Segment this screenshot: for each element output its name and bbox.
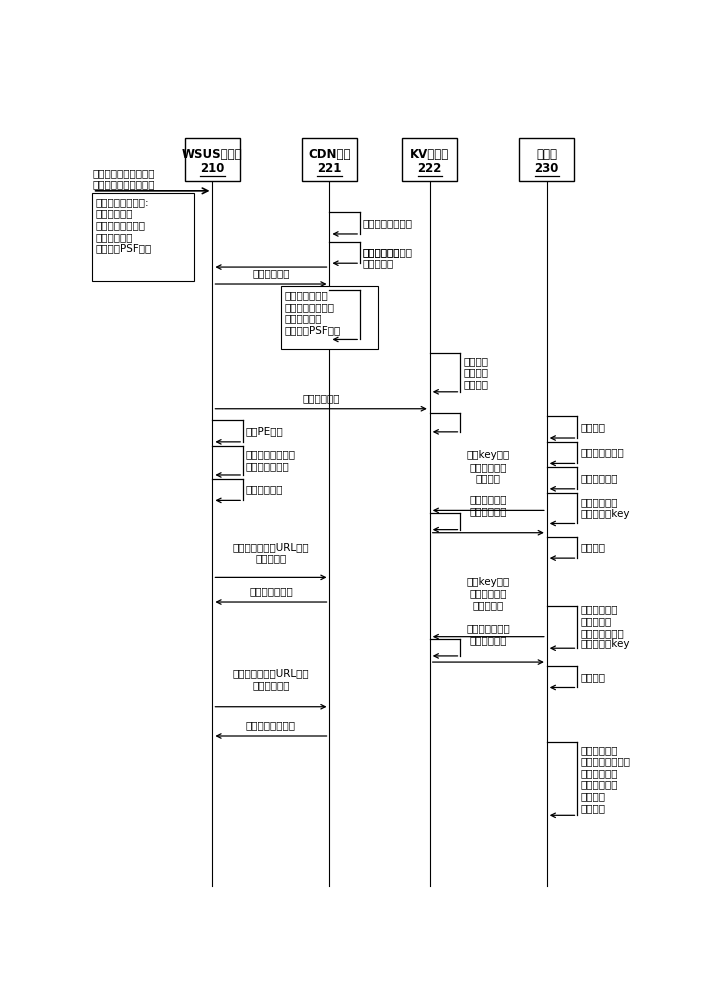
- Text: 推送索引信息: 推送索引信息: [303, 393, 340, 403]
- Text: 更新本地扫描库: 更新本地扫描库: [580, 448, 624, 458]
- Text: 启动下载: 启动下载: [580, 542, 605, 552]
- Text: 使用上面得到的URL下载
差量更新文件: 使用上面得到的URL下载 差量更新文件: [233, 668, 309, 690]
- Text: 根据校验信息
校验差量更新文件
本地文件及差
量更新文件生
成完整包
启动安装: 根据校验信息 校验差量更新文件 本地文件及差 量更新文件生 成完整包 启动安装: [580, 745, 631, 813]
- Text: 发布更新文件: 发布更新文件: [252, 269, 290, 279]
- Text: 从微软云服务器同步累
计更新数据的描述信息: 从微软云服务器同步累 计更新数据的描述信息: [93, 168, 155, 189]
- Text: 提取并拆分扫描库: 提取并拆分扫描库: [363, 247, 413, 257]
- Text: 客户端: 客户端: [536, 148, 557, 161]
- Text: 根据校验信息
校验体验包
计算出所需差量
更新文件的key: 根据校验信息 校验体验包 计算出所需差量 更新文件的key: [580, 605, 630, 649]
- Text: WSUS服务器: WSUS服务器: [182, 148, 243, 161]
- Text: 使用key请求
快速体验包的
索引信息: 使用key请求 快速体验包的 索引信息: [467, 450, 510, 483]
- Text: 触发扫描: 触发扫描: [580, 422, 605, 432]
- Text: 更新文件包括：
补丁的快速体验包
补丁的完整包
各补丁的PSF文件: 更新文件包括： 补丁的快速体验包 补丁的完整包 各补丁的PSF文件: [285, 290, 341, 335]
- Text: 下载累计更新数据: 下载累计更新数据: [363, 218, 413, 228]
- FancyBboxPatch shape: [402, 138, 457, 181]
- FancyBboxPatch shape: [91, 193, 194, 281]
- Text: 启动下载: 启动下载: [580, 672, 605, 682]
- Text: KV服务器: KV服务器: [410, 148, 449, 161]
- FancyBboxPatch shape: [519, 138, 574, 181]
- Text: 备份重要数据: 备份重要数据: [246, 485, 283, 495]
- Text: 计算需安装补
丁的体验包key: 计算需安装补 丁的体验包key: [580, 497, 630, 519]
- Text: 使用上面得到的URL下载
快速体验包: 使用上面得到的URL下载 快速体验包: [233, 542, 309, 564]
- FancyBboxPatch shape: [185, 138, 240, 181]
- Text: 返回快速体验包: 返回快速体验包: [249, 587, 293, 597]
- Text: 210: 210: [201, 162, 224, 175]
- Text: 建立更新
文件的索
引并缓存: 建立更新 文件的索 引并缓存: [463, 356, 488, 389]
- FancyBboxPatch shape: [302, 138, 357, 181]
- Text: 同步更新文件
到全国结点: 同步更新文件 到全国结点: [363, 247, 400, 269]
- Text: 230: 230: [535, 162, 559, 175]
- Text: 返回差量更新文件: 返回差量更新文件: [246, 721, 296, 731]
- Text: 待安装的补丁: 待安装的补丁: [580, 473, 618, 483]
- FancyBboxPatch shape: [281, 286, 378, 349]
- Text: 使用key请求
差量更新文件
的索引信息: 使用key请求 差量更新文件 的索引信息: [467, 577, 510, 610]
- Text: 返回差量更新文
件的索引信息: 返回差量更新文 件的索引信息: [467, 624, 510, 645]
- Text: 返回快速体验
包的索引信息: 返回快速体验 包的索引信息: [470, 494, 507, 516]
- Text: 加白PE文件: 加白PE文件: [246, 426, 284, 436]
- Text: 通过指定通道发布
各平台的扫描库: 通过指定通道发布 各平台的扫描库: [246, 450, 296, 471]
- Text: 222: 222: [418, 162, 442, 175]
- Text: 累计更新数据包括:
全平台扫描库
补丁的快速体验包
补丁的完整包
各补丁的PSF文件: 累计更新数据包括: 全平台扫描库 补丁的快速体验包 补丁的完整包 各补丁的PSF…: [96, 197, 152, 253]
- Text: 221: 221: [317, 162, 342, 175]
- Text: CDN结点: CDN结点: [308, 148, 351, 161]
